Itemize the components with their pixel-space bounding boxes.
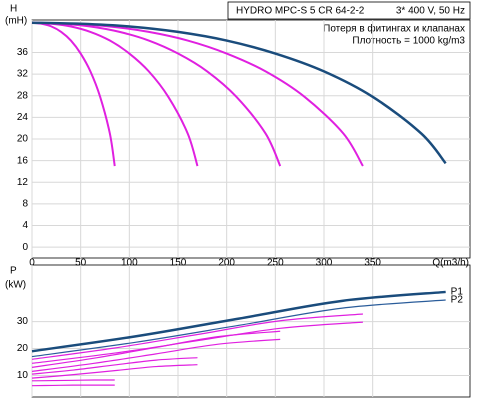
y-tick-label: 16 [17, 155, 29, 166]
curve [31, 379, 115, 382]
curve [31, 299, 446, 358]
x-tick-label: 150 [170, 258, 187, 269]
y-tick-label: 8 [22, 199, 28, 210]
y-axis-label: H [10, 4, 17, 15]
chart-title: HYDRO MPC-S 5 CR 64-2-2 [236, 6, 365, 17]
x-tick-label: 350 [364, 258, 381, 269]
annotation: Плотность = 1000 kg/m3 [352, 36, 465, 47]
x-tick-label: 50 [75, 258, 87, 269]
curve [31, 357, 198, 375]
y-tick-label: 32 [17, 69, 29, 80]
curve [31, 330, 281, 368]
curve [31, 290, 446, 353]
y-tick-label: 30 [17, 316, 29, 327]
curve [31, 21, 116, 167]
y-tick-label: 28 [17, 90, 29, 101]
x-tick-label: 250 [267, 258, 284, 269]
y-tick-label: 0 [22, 242, 28, 253]
y-tick-label: 24 [17, 112, 29, 123]
series-label: P2 [451, 295, 464, 306]
y-tick-label: 36 [17, 47, 29, 58]
curve [31, 364, 198, 379]
y-tick-label: 10 [17, 370, 29, 381]
y-axis-unit: (kW) [5, 280, 26, 291]
series-label: P1 [451, 287, 464, 298]
curve [31, 21, 447, 165]
y-axis-label: P [10, 266, 17, 277]
y-tick-label: 12 [17, 177, 29, 188]
y-tick-label: 20 [17, 343, 29, 354]
annotation: Потеря в фитингах и клапанах [323, 23, 465, 35]
x-tick-label: 300 [316, 258, 333, 269]
title-box [227, 1, 471, 20]
y-tick-label: 20 [17, 134, 29, 145]
curve [31, 321, 363, 364]
curve [31, 21, 364, 167]
plot-area [31, 264, 471, 398]
curve [31, 338, 281, 373]
y-axis-unit: (mH) [5, 16, 27, 27]
curve [31, 384, 115, 387]
x-tick-label: 100 [121, 258, 138, 269]
x-tick-label: 200 [218, 258, 235, 269]
y-tick-label: 4 [22, 220, 28, 231]
x-tick-label: 0 [29, 258, 35, 269]
x-axis-label: Q(m3/h) [432, 258, 469, 269]
curve [31, 21, 199, 167]
chart-subtitle: 3* 400 V, 50 Hz [396, 6, 465, 17]
curve [31, 313, 363, 360]
